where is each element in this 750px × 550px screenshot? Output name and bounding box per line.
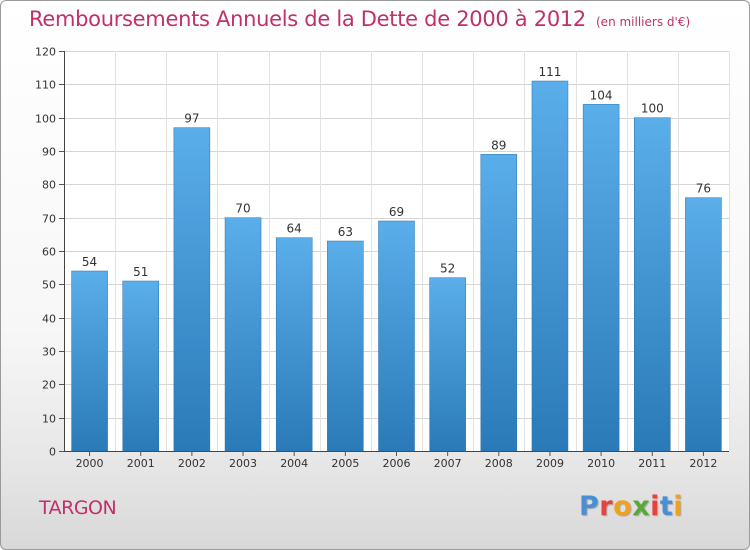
x-tick-label: 2007	[434, 457, 462, 470]
bar-2006	[378, 220, 415, 452]
y-tick-label: 110	[35, 79, 56, 92]
x-tick-label: 2011	[638, 457, 666, 470]
x-tick-label: 2006	[383, 457, 411, 470]
bar-2011	[634, 117, 671, 452]
bar-2005	[327, 240, 364, 452]
logo-letter: P	[579, 491, 600, 522]
y-tick-label: 90	[42, 146, 56, 159]
axes: 0 10 20 30 40 50 60 70 80 90 100 110 120 2000 2001 2002…	[35, 46, 729, 470]
bar-2009	[531, 80, 569, 452]
x-tick-label: 2003	[229, 457, 257, 470]
bar-2001	[122, 280, 159, 452]
logo-letter: r	[599, 491, 614, 522]
x-tick-label: 2001	[127, 457, 155, 470]
data-label: 63	[338, 225, 353, 239]
data-label: 52	[440, 262, 455, 276]
data-label: 104	[590, 88, 613, 102]
x-tick-label: 2000	[76, 457, 104, 470]
data-label: 70	[235, 202, 250, 216]
x-tick-label: 2002	[178, 457, 206, 470]
x-tick-label: 2005	[331, 457, 359, 470]
logo-letter: i	[673, 491, 684, 522]
data-label: 69	[389, 205, 404, 219]
y-tick-label: 40	[42, 313, 56, 326]
data-label: 54	[82, 255, 97, 269]
x-tick-label: 2012	[689, 457, 717, 470]
y-tick-label: 10	[42, 413, 56, 426]
chart-subtitle: (en milliers d'€)	[596, 15, 691, 29]
x-tick-label: 2004	[280, 457, 308, 470]
chart-title-text: Remboursements Annuels de la Dette de 20…	[29, 7, 586, 31]
chart-title: Remboursements Annuels de la Dette de 20…	[29, 7, 690, 31]
bar-2003	[224, 217, 262, 452]
y-tick-label: 30	[42, 346, 56, 359]
bar-2000	[71, 270, 108, 452]
data-labels: 54 51 97 70 64 63 69 52 89 111 104 100 76	[82, 65, 711, 279]
logo-letter: i	[650, 491, 660, 522]
x-tick-label: 2010	[587, 457, 615, 470]
y-tick-label: 20	[42, 379, 56, 392]
data-label: 76	[696, 182, 711, 196]
data-label: 100	[641, 102, 664, 116]
y-tick-label: 100	[35, 113, 56, 126]
x-tick-label: 2009	[536, 457, 564, 470]
commune-name: TARGON	[39, 497, 117, 519]
y-tick-label: 0	[49, 446, 56, 459]
data-label: 111	[539, 65, 562, 79]
logo-letter: o	[613, 491, 633, 522]
bar-2008	[480, 154, 518, 452]
bars	[71, 80, 722, 452]
y-tick-label: 80	[42, 179, 56, 192]
y-tick-label: 50	[42, 279, 56, 292]
data-label: 64	[287, 222, 302, 236]
bar-2010	[582, 104, 620, 452]
logo-letter: t	[659, 491, 674, 522]
bar-2004	[275, 237, 313, 452]
bar-2007	[429, 277, 466, 452]
y-tick-label: 60	[42, 246, 56, 259]
bar-2012	[685, 197, 722, 452]
logo-letter: x	[632, 491, 651, 522]
proxiti-logo: Proxiti	[579, 491, 683, 522]
bar-2002	[173, 127, 211, 452]
data-label: 89	[491, 138, 506, 152]
data-label: 51	[133, 265, 148, 279]
y-tick-label: 70	[42, 213, 56, 226]
data-label: 97	[184, 112, 199, 126]
x-tick-label: 2008	[485, 457, 513, 470]
y-tick-label: 120	[35, 46, 56, 59]
